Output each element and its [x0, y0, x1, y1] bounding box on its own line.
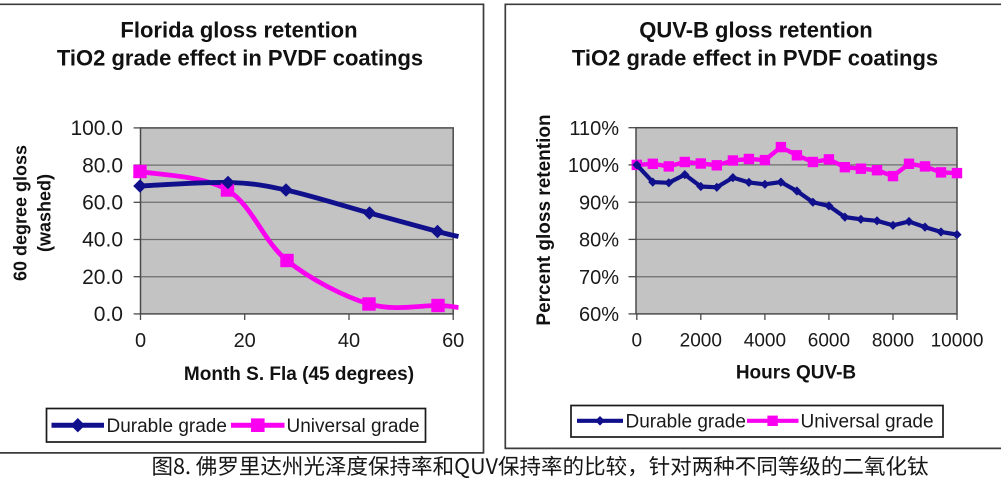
svg-text:80.0: 80.0 — [82, 154, 123, 177]
svg-text:20.0: 20.0 — [82, 266, 123, 289]
svg-text:0: 0 — [632, 331, 643, 352]
svg-text:60: 60 — [442, 330, 464, 352]
svg-text:Hours QUV-B: Hours QUV-B — [736, 363, 856, 384]
svg-text:100%: 100% — [568, 155, 619, 177]
svg-text:Durable grade: Durable grade — [107, 416, 227, 437]
svg-text:110%: 110% — [569, 118, 619, 140]
svg-text:40.0: 40.0 — [82, 229, 123, 252]
svg-text:100.0: 100.0 — [70, 117, 123, 140]
svg-text:0.0: 0.0 — [94, 303, 123, 326]
svg-text:Durable grade: Durable grade — [626, 412, 746, 433]
svg-text:8000: 8000 — [872, 331, 914, 352]
svg-text:Florida gloss retention: Florida gloss retention — [120, 18, 357, 43]
svg-text:60.0: 60.0 — [82, 192, 123, 215]
svg-text:(washed): (washed) — [35, 174, 55, 252]
svg-text:90%: 90% — [579, 192, 619, 214]
svg-text:TiO2 grade effect in PVDF coat: TiO2 grade effect in PVDF coatings — [57, 46, 423, 71]
svg-text:Month S. Fla (45 degrees): Month S. Fla (45 degrees) — [184, 364, 414, 385]
svg-text:Universal grade: Universal grade — [287, 416, 420, 437]
svg-text:40: 40 — [338, 330, 360, 352]
svg-text:QUV-B gloss retention: QUV-B gloss retention — [639, 18, 872, 43]
svg-text:6000: 6000 — [808, 331, 850, 352]
svg-text:10000: 10000 — [931, 331, 984, 352]
svg-text:60%: 60% — [579, 304, 619, 326]
svg-text:4000: 4000 — [744, 331, 786, 352]
svg-text:2000: 2000 — [680, 331, 722, 352]
svg-text:80%: 80% — [579, 230, 619, 252]
svg-text:60 degree gloss: 60 degree gloss — [11, 145, 31, 281]
svg-text:TiO2 grade effect in PVDF coat: TiO2 grade effect in PVDF coatings — [572, 46, 938, 71]
svg-text:70%: 70% — [579, 267, 619, 289]
svg-text:20: 20 — [234, 330, 256, 352]
svg-text:0: 0 — [135, 330, 146, 352]
svg-text:Percent gloss retention: Percent gloss retention — [534, 114, 555, 325]
svg-text:Universal grade: Universal grade — [801, 412, 934, 433]
